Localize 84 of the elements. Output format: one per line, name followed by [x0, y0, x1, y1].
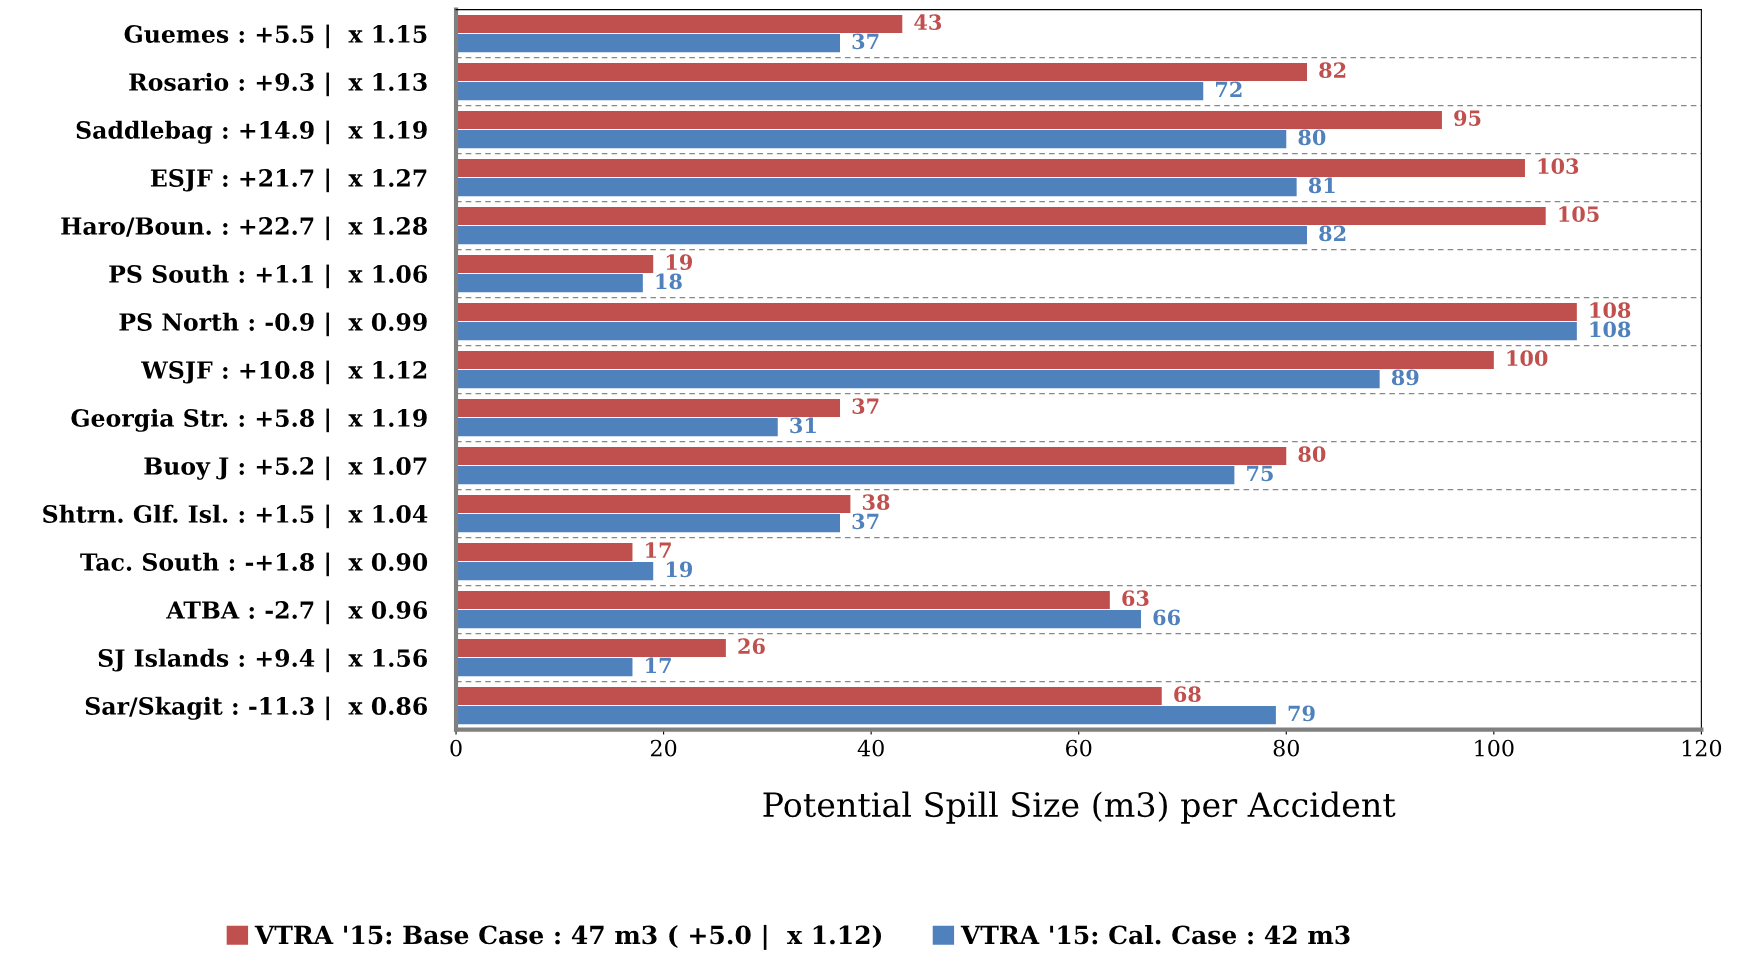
data-label: 108: [1590, 321, 1631, 338]
data-label: 43: [914, 14, 942, 31]
bar: [456, 62, 1308, 82]
data-label: 66: [1153, 609, 1180, 626]
data-label: 37: [852, 33, 879, 50]
data-label: 82: [1319, 62, 1346, 79]
y-tick-label: Shtrn. Glf. Isl. : +1.5 | x 1.04: [43, 504, 428, 529]
data-label: 31: [790, 417, 816, 434]
data-label: 80: [1298, 446, 1326, 463]
y-tick-label: Georgia Str. : +5.8 | x 1.19: [71, 408, 427, 433]
x-tick-label: 80: [1273, 739, 1299, 757]
data-label: 38: [862, 494, 890, 511]
x-tick-label: 40: [857, 739, 884, 757]
data-label: 80: [1298, 129, 1326, 146]
data-label: 95: [1454, 110, 1481, 127]
bar: [456, 638, 726, 658]
y-tick-label: Saddlebag : +14.9 | x 1.19: [76, 120, 427, 145]
bar: [456, 446, 1287, 466]
data-label: 72: [1216, 81, 1242, 97]
data-label: 63: [1122, 590, 1149, 607]
bar: [456, 274, 643, 293]
bar: [456, 658, 633, 677]
data-label: 37: [852, 513, 879, 530]
y-tick-label: PS North : -0.9 | x 0.99: [119, 312, 427, 337]
bar: [456, 398, 841, 418]
data-label: 26: [738, 638, 765, 655]
bar: [456, 158, 1525, 178]
bar: [456, 590, 1110, 610]
bar: [456, 322, 1577, 341]
data-label: 17: [646, 657, 671, 673]
bar: [456, 562, 654, 581]
data-label: 89: [1391, 369, 1419, 386]
bar: [456, 110, 1442, 130]
y-tick-label: Guemes : +5.5 | x 1.15: [124, 24, 427, 49]
y-tick-label: Sar/Skagit : -11.3 | x 0.86: [85, 696, 427, 721]
bar: [456, 686, 1162, 706]
y-tick-label: Tac. South : -+1.8 | x 0.90: [80, 552, 428, 577]
bar: [456, 226, 1308, 245]
data-label: 79: [1288, 705, 1315, 722]
data-label: 103: [1538, 158, 1579, 175]
y-tick-label: WSJF : +10.8 | x 1.12: [141, 360, 427, 385]
y-tick-label: PS South : +1.1 | x 1.06: [109, 264, 427, 289]
bar: [456, 610, 1141, 629]
bar: [456, 350, 1494, 370]
bar: [456, 14, 903, 34]
data-label: 100: [1507, 350, 1548, 367]
bar: [456, 302, 1577, 322]
data-label: 18: [656, 273, 682, 290]
data-label: 68: [1174, 686, 1201, 703]
data-label: 108: [1590, 302, 1631, 319]
bar: [456, 466, 1235, 485]
data-label: 105: [1559, 206, 1599, 223]
x-axis-title: Potential Spill Size (m3) per Accident: [763, 791, 1396, 824]
x-tick-label: 60: [1066, 739, 1092, 757]
bar: [456, 542, 633, 562]
data-label: 82: [1319, 225, 1346, 242]
bar: [456, 370, 1380, 389]
x-tick-label: 100: [1475, 739, 1514, 757]
bar: [456, 418, 778, 437]
y-tick-label: Rosario : +9.3 | x 1.13: [129, 72, 427, 97]
y-tick-label: ATBA : -2.7 | x 0.96: [166, 600, 427, 625]
bar: [456, 34, 841, 53]
data-label: 75: [1247, 465, 1273, 482]
y-tick-label: Buoy J : +5.2 | x 1.07: [144, 456, 427, 481]
data-label: 37: [852, 398, 879, 415]
y-tick-label: ESJF : +21.7 | x 1.27: [150, 168, 427, 193]
y-tick-label: Haro/Boun. : +22.7 | x 1.28: [61, 216, 427, 241]
bar: [456, 254, 654, 274]
x-tick-label: 20: [650, 739, 677, 757]
bar: [456, 178, 1297, 197]
data-label: 19: [666, 561, 693, 578]
y-tick-label: SJ Islands : +9.4 | x 1.56: [98, 648, 427, 673]
data-label: 19: [666, 254, 693, 271]
legend-label: VTRA '15: Cal. Case : 42 m3: [960, 925, 1350, 945]
data-label: 17: [646, 542, 671, 558]
legend-label: VTRA '15: Base Case : 47 m3 ( +5.0 | x 1.12): [254, 924, 882, 950]
bar: [456, 514, 841, 533]
bar: [456, 206, 1546, 226]
bar: [456, 130, 1287, 149]
bar: [456, 494, 851, 514]
x-tick-label: 120: [1682, 739, 1722, 757]
bar: [456, 82, 1204, 101]
data-label: 81: [1308, 177, 1335, 194]
x-tick-label: 0: [450, 739, 462, 757]
